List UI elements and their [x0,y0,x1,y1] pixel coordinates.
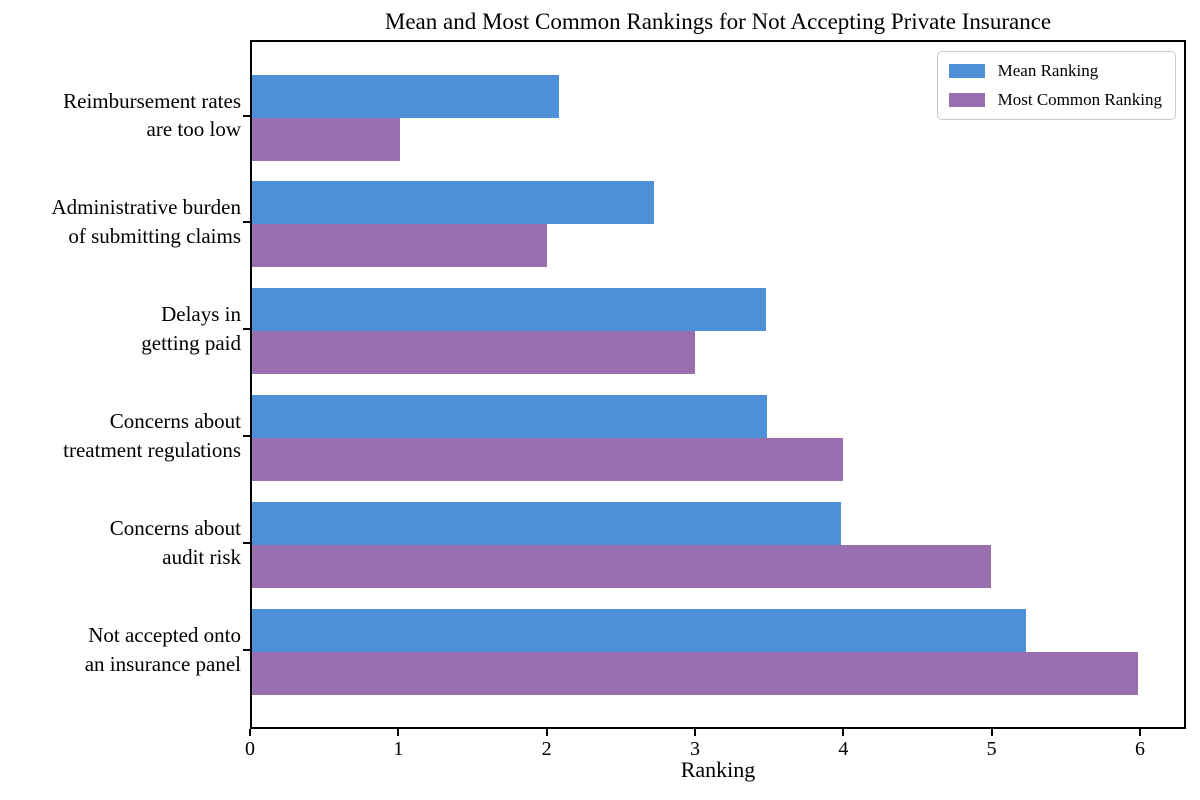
legend: Mean Ranking Most Common Ranking [936,51,1176,120]
bar-mean-ranking-administrative-burden-of-submitting-claims [252,181,654,225]
y-tick-label-delays-in-getting-paid: Delays in getting paid [141,302,241,356]
mean-ranking-swatch [948,64,985,78]
bar-mean-ranking-not-accepted-onto-an-insurance-panel [252,609,1026,652]
bar-mean-ranking-delays-in-getting-paid [252,288,766,332]
x-tick-label-2: 2 [541,738,552,760]
x-axis-tick [990,729,993,736]
bar-most-common-ranking-administrative-burden-of-submitting-claims [252,224,548,268]
y-axis-tick [243,435,250,438]
mean-ranking-legend-label: Mean Ranking [997,61,1099,80]
x-tick-label-1: 1 [393,738,404,760]
bar-most-common-ranking-concerns-about-treatment-regulations [252,438,843,482]
bar-most-common-ranking-reimbursement-rates-are-too-low [252,117,400,161]
legend-item-mean-ranking: Mean Ranking [948,61,1162,81]
y-tick-label-administrative-burden-of-submitting-claims: Administrative burden of submitting clai… [51,195,241,249]
y-axis-tick [243,649,250,651]
plot-area: Mean Ranking Most Common Ranking [250,40,1186,729]
bar-most-common-ranking-concerns-about-audit-risk [252,545,991,589]
bar-mean-ranking-concerns-about-audit-risk [252,502,842,546]
most-common-ranking-legend-label: Most Common Ranking [997,90,1162,109]
x-axis-tick [397,729,400,736]
x-axis-tick [694,729,696,736]
y-axis-tick [243,328,250,331]
y-tick-label-concerns-about-treatment-regulations: Concerns about treatment regulations [63,409,241,463]
x-axis-tick [249,729,251,736]
x-axis-tick [842,729,845,736]
x-axis-tick [1139,729,1142,736]
x-tick-label-5: 5 [986,738,997,760]
x-axis-label: Ranking [680,757,756,782]
bar-most-common-ranking-not-accepted-onto-an-insurance-panel [252,652,1139,695]
chart-title: Mean and Most Common Rankings for Not Ac… [384,9,1052,34]
x-axis-tick [545,729,548,736]
y-axis-tick [243,221,250,224]
bar-mean-ranking-concerns-about-treatment-regulations [252,395,768,439]
y-axis-tick [243,542,250,545]
most-common-ranking-swatch [948,93,985,107]
x-tick-label-4: 4 [838,738,849,760]
y-axis-tick [243,114,250,117]
bar-most-common-ranking-delays-in-getting-paid [252,331,696,375]
y-tick-label-not-accepted-onto-an-insurance-panel: Not accepted onto an insurance panel [84,623,241,676]
x-tick-label-3: 3 [690,738,700,760]
y-tick-label-reimbursement-rates-are-too-low: Reimbursement rates are too low [63,88,241,142]
x-tick-label-0: 0 [245,738,255,760]
x-tick-label-6: 6 [1135,738,1146,760]
y-tick-label-concerns-about-audit-risk: Concerns about audit risk [109,516,241,570]
legend-item-most-common-ranking: Most Common Ranking [948,90,1162,110]
bar-mean-ranking-reimbursement-rates-are-too-low [252,74,560,118]
